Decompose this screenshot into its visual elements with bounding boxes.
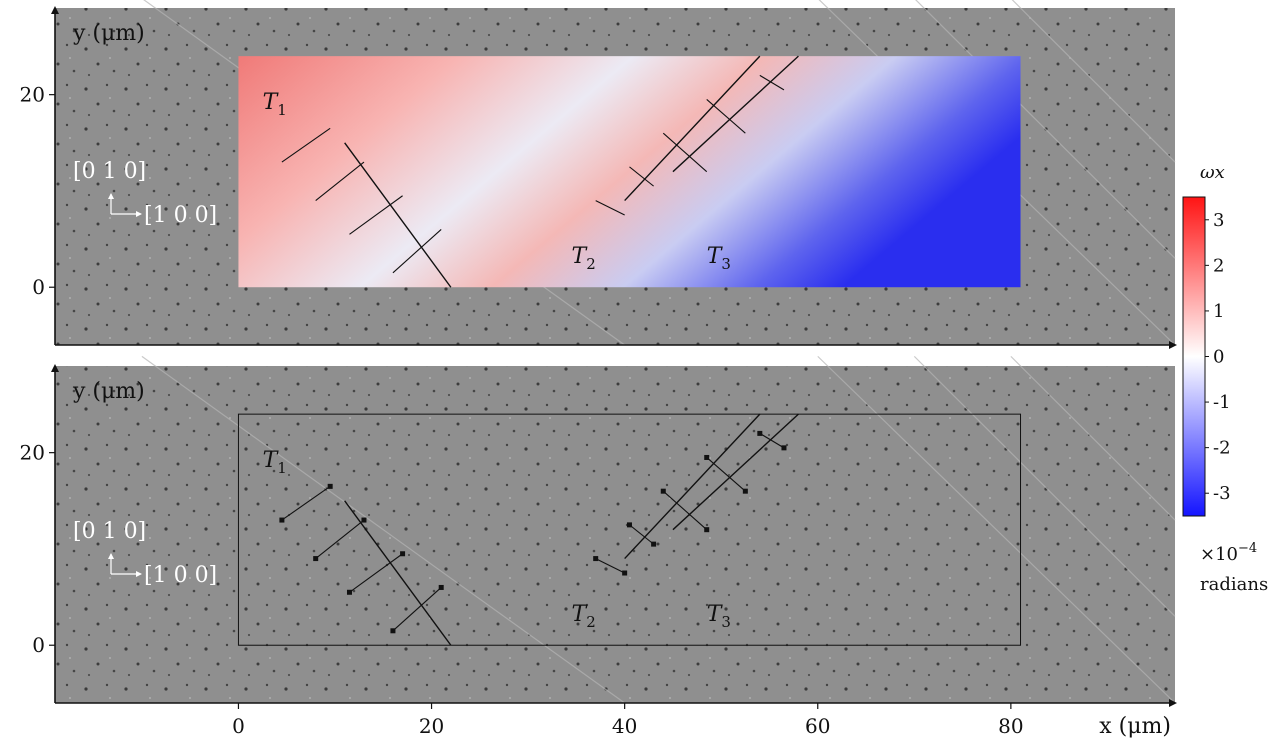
profile-marker-line (349, 195, 403, 235)
twin-boundary-line (344, 500, 452, 646)
twin-label: T3 (707, 244, 731, 273)
colorbar-gradient (1182, 196, 1206, 517)
x-tick-label: 80 (998, 714, 1023, 738)
profile-marker-line (759, 432, 785, 449)
twin-boundary-line (672, 413, 799, 531)
microscope-image (55, 366, 1175, 703)
y-axis-label: y (μm) (72, 21, 145, 46)
profile-marker-line (706, 99, 746, 134)
profile-marker-point (390, 628, 396, 634)
profile-marker-point (704, 454, 710, 460)
x-axis-label: x (μm) (1099, 714, 1171, 739)
y-tick-label: 0 (32, 275, 45, 299)
profile-marker-line (629, 166, 654, 187)
profile-marker-point (438, 584, 444, 590)
profile-marker-line (662, 132, 708, 173)
profile-marker-point (279, 517, 285, 523)
y-tick-label: 20 (20, 83, 45, 107)
profile-marker-line (595, 200, 625, 216)
bottom-panel: T1 T2 T3 [0 1 0] [1 0 0] 0 20 0 20 40 60 80 y (μm) x … (20, 355, 1177, 739)
colorbar-tick-label: 2 (1213, 255, 1224, 276)
direction-label-010: [0 1 0] (73, 519, 146, 544)
profile-marker-line (706, 457, 746, 492)
direction-label-010: [0 1 0] (73, 159, 146, 184)
colorbar-title: ωx (1200, 162, 1225, 183)
profile-marker-point (361, 517, 367, 523)
profile-marker-point (327, 483, 333, 489)
twin-label: T1 (263, 90, 287, 119)
profile-marker-line (315, 161, 365, 202)
slip-trace (913, 355, 1176, 617)
profile-marker-point (660, 488, 666, 494)
x-tick-label: 40 (612, 714, 637, 738)
colorbar-tick-label: 1 (1213, 301, 1224, 322)
x-tick-label: 60 (805, 714, 830, 738)
direction-label-100: [1 0 0] (144, 203, 217, 228)
map-outline (237, 413, 1022, 646)
profile-marker-line (281, 485, 331, 521)
profile-marker-point (742, 488, 748, 494)
rotation-map (238, 56, 1021, 288)
twin-boundary-line (624, 55, 761, 202)
profile-marker-line (595, 558, 625, 574)
colorbar-tick-label: -3 (1213, 483, 1231, 504)
slip-trace (915, 0, 1176, 259)
profile-marker-line (315, 519, 365, 560)
colorbar-tick-label: -1 (1213, 392, 1231, 413)
y-axis-label: y (μm) (72, 379, 145, 404)
top-panel: T1 T2 T3 [0 1 0] [1 0 0] 0 20 y (μm) (20, 0, 1177, 349)
profile-marker-point (346, 589, 352, 595)
colorbar-multiplier: ×10−4 (1200, 541, 1257, 565)
twin-boundary-line (672, 55, 799, 173)
direction-label-100: [1 0 0] (144, 563, 217, 588)
profile-marker-line (759, 74, 785, 91)
twin-label: T3 (707, 602, 731, 631)
profile-marker-point (622, 570, 628, 576)
colorbar-tick-label: 3 (1213, 210, 1224, 231)
twin-label: T2 (572, 244, 596, 273)
profile-marker-line (349, 553, 403, 593)
profile-marker-point (313, 556, 319, 562)
x-tick-label: 0 (232, 714, 245, 738)
twin-boundary-line (624, 413, 761, 560)
profile-marker-point (593, 556, 599, 562)
colorbar-tick-label: 0 (1213, 347, 1224, 368)
y-tick-label: 20 (20, 441, 45, 465)
colorbar: ωx 3 2 1 0 -1 -2 -3 ×10−4 radians (1182, 162, 1268, 595)
profile-marker-point (400, 551, 406, 557)
profile-marker-line (629, 524, 654, 545)
x-tick-label: 20 (419, 714, 444, 738)
y-tick-label: 0 (32, 633, 45, 657)
profile-marker-line (392, 587, 442, 632)
profile-marker-point (704, 527, 710, 533)
twin-label: T2 (572, 602, 596, 631)
profile-marker-point (626, 522, 632, 528)
slip-trace (1011, 0, 1176, 163)
profile-marker-point (781, 445, 787, 451)
profile-marker-line (392, 229, 442, 274)
profile-marker-point (757, 430, 763, 436)
profile-marker-point (651, 541, 657, 547)
colorbar-tick-label: -2 (1213, 438, 1231, 459)
slip-trace (1010, 355, 1176, 521)
twin-boundary-line (344, 142, 452, 288)
profile-marker-line (662, 490, 708, 531)
twin-label: T1 (263, 448, 287, 477)
profile-marker-line (281, 127, 331, 163)
colorbar-units: radians (1200, 574, 1268, 595)
